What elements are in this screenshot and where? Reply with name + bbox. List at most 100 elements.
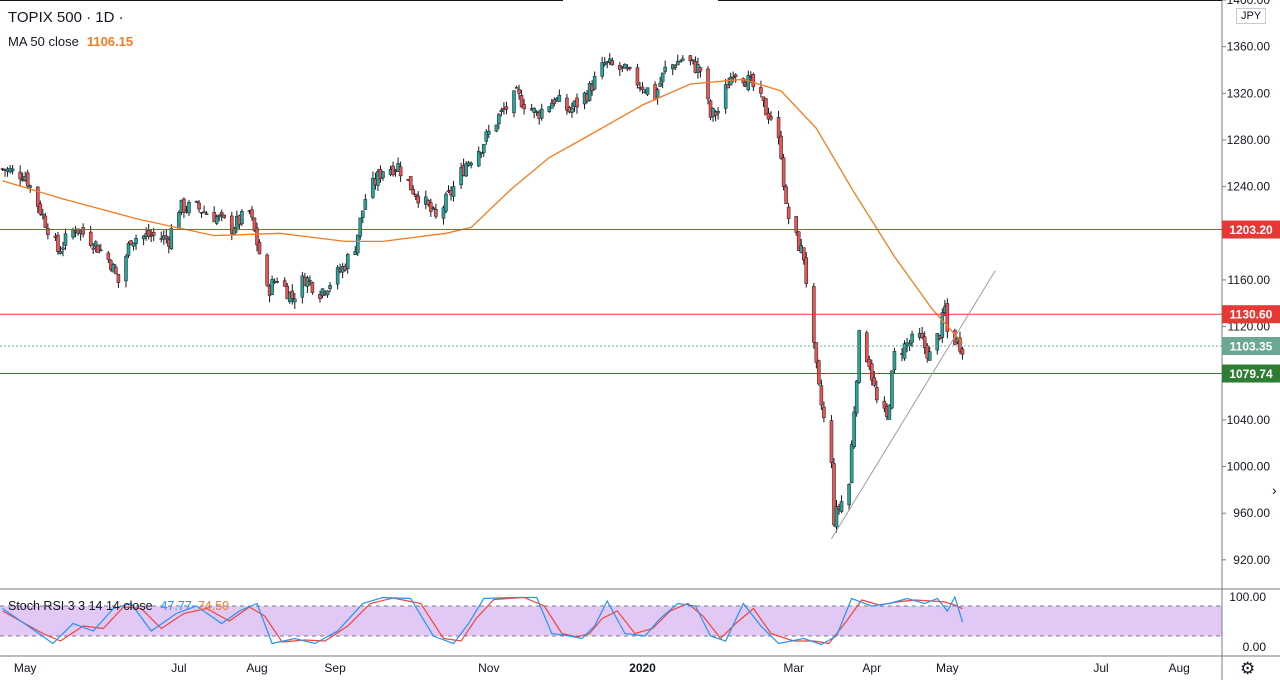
horizontal-levels[interactable]	[0, 229, 1222, 375]
candle-body	[764, 98, 768, 116]
candle-body	[93, 241, 98, 247]
price-tick-label: 1280.00	[1227, 133, 1271, 147]
candle-body	[514, 87, 519, 89]
candle-body	[328, 285, 332, 289]
candle-body	[870, 363, 874, 381]
candle-body	[832, 463, 836, 526]
candle-body	[305, 277, 310, 287]
stoch-tick-label: 0.00	[1243, 640, 1267, 654]
candle-body	[240, 210, 244, 225]
ma-value: 1106.15	[86, 34, 134, 49]
price-tag	[1222, 336, 1280, 355]
candle-body	[872, 377, 877, 386]
candle-body	[426, 199, 431, 205]
candle-body	[204, 213, 209, 216]
gear-icon[interactable]: ⚙	[1240, 659, 1256, 678]
candle-body	[864, 332, 869, 363]
candle-body	[623, 63, 627, 69]
time-tick-label: Jul	[171, 661, 186, 675]
time-axis[interactable]: May Jul Aug Sep Nov 2020 Mar Apr May Jul Aug	[14, 661, 1190, 675]
candle-body	[41, 213, 45, 216]
candle-body	[499, 109, 504, 113]
candle-body	[99, 249, 103, 252]
candle-body	[363, 199, 368, 210]
candle-body	[141, 235, 146, 240]
candle-body	[257, 242, 262, 255]
candle-body	[222, 214, 226, 218]
symbol-title[interactable]: TOPIX 500 · 1D ·	[8, 9, 124, 26]
time-tick-label: Jul	[1093, 661, 1108, 675]
candle-body	[512, 90, 516, 114]
time-tick-label: Sep	[324, 661, 346, 675]
price-candles[interactable]	[0, 53, 965, 533]
candle-body	[716, 110, 720, 114]
candle-body	[660, 72, 665, 83]
candle-body	[217, 215, 221, 218]
candle-body	[114, 266, 118, 274]
candle-body	[600, 62, 604, 77]
trendline-segment	[831, 270, 996, 540]
candle-body	[910, 333, 914, 343]
candle-body	[308, 280, 312, 282]
price-tag	[1222, 220, 1280, 239]
candle-body	[635, 67, 640, 86]
candle-body	[817, 360, 821, 385]
candle-body	[10, 168, 15, 172]
candle-body	[779, 135, 783, 159]
candle-body	[169, 228, 174, 250]
candle-body	[628, 67, 632, 69]
candle-body	[106, 252, 111, 260]
candle-body	[194, 200, 199, 203]
candle-body	[892, 351, 897, 371]
candle-body	[28, 185, 32, 188]
candle-body	[429, 202, 433, 212]
candle-body	[482, 144, 486, 153]
candle-body	[345, 254, 350, 269]
stoch-d-value: 74.50	[197, 599, 230, 613]
scroll-handle-icon[interactable]: ›	[1272, 482, 1277, 498]
candle-body	[275, 281, 279, 283]
candle-body	[63, 233, 68, 246]
candle-body	[116, 273, 121, 283]
time-tick-label: Mar	[783, 661, 804, 675]
stoch-label: Stoch RSI 3 3 14 14 close	[8, 599, 153, 613]
candle-body	[776, 117, 781, 139]
candle-body	[534, 111, 539, 113]
currency-label[interactable]: JPY	[1236, 8, 1267, 24]
price-tick-label: 1040.00	[1227, 413, 1271, 427]
stoch-legend[interactable]: Stoch RSI 3 3 14 14 close 47.77 74.50	[8, 599, 229, 613]
candle-body	[751, 74, 756, 88]
candle-body	[958, 337, 962, 352]
trendline[interactable]	[831, 270, 996, 540]
candle-body	[214, 216, 219, 224]
candle-body	[728, 77, 733, 86]
moving-average-line	[2, 78, 963, 344]
candle-body	[819, 385, 824, 406]
ma-legend[interactable]: MA 50 close 1106.15	[8, 34, 133, 49]
candle-body	[265, 254, 269, 286]
candle-body	[733, 74, 738, 77]
candle-body	[539, 108, 544, 119]
price-tick-label: 1000.00	[1227, 460, 1271, 474]
candle-body	[907, 342, 912, 346]
candle-body	[557, 95, 562, 102]
candle-body	[804, 257, 809, 284]
candle-body	[517, 89, 521, 94]
candle-body	[459, 167, 463, 186]
candle-body	[358, 217, 363, 237]
candle-body	[960, 348, 965, 355]
candle-body	[250, 209, 254, 218]
candle-body	[935, 333, 940, 351]
price-tick-label: 960.00	[1233, 506, 1270, 520]
candle-body	[335, 267, 340, 285]
candle-body	[706, 68, 710, 100]
candle-body	[834, 506, 839, 528]
candle-body	[587, 82, 592, 101]
candle-body	[151, 231, 156, 236]
price-tick-label: 1360.00	[1227, 40, 1271, 54]
candle-body	[177, 212, 181, 229]
candle-body	[784, 186, 788, 204]
candle-body	[522, 104, 526, 110]
